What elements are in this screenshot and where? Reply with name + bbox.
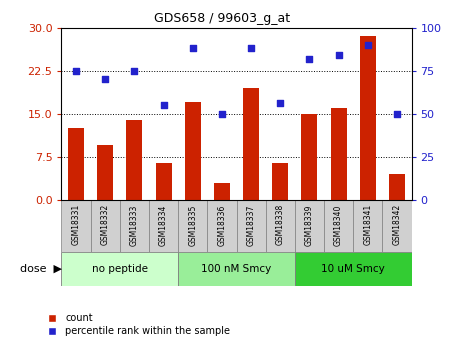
Text: GSM18333: GSM18333 <box>130 204 139 246</box>
Text: GSM18342: GSM18342 <box>393 204 402 246</box>
Point <box>101 77 109 82</box>
Bar <box>149 200 178 252</box>
Bar <box>178 200 207 252</box>
Text: GSM18335: GSM18335 <box>188 204 197 246</box>
Point <box>189 46 197 51</box>
Bar <box>178 252 295 286</box>
Legend: count, percentile rank within the sample: count, percentile rank within the sample <box>38 309 234 340</box>
Bar <box>295 252 412 286</box>
Text: no peptide: no peptide <box>92 264 148 274</box>
Bar <box>324 200 353 252</box>
Bar <box>353 200 382 252</box>
Point <box>276 101 284 106</box>
Text: GSM18338: GSM18338 <box>276 204 285 246</box>
Bar <box>214 183 230 200</box>
Bar <box>185 102 201 200</box>
Bar <box>389 174 405 200</box>
Bar <box>68 128 84 200</box>
Bar <box>126 120 142 200</box>
Title: GDS658 / 99603_g_at: GDS658 / 99603_g_at <box>155 12 290 25</box>
Bar <box>91 200 120 252</box>
Bar <box>243 88 259 200</box>
Text: 100 nM Smcy: 100 nM Smcy <box>201 264 272 274</box>
Point <box>72 68 80 73</box>
Bar <box>301 114 317 200</box>
Text: GSM18331: GSM18331 <box>71 204 80 246</box>
Point <box>393 111 401 117</box>
Text: GSM18332: GSM18332 <box>101 204 110 246</box>
Point <box>335 52 342 58</box>
Bar <box>61 252 178 286</box>
Text: 10 uM Smcy: 10 uM Smcy <box>321 264 385 274</box>
Text: GSM18341: GSM18341 <box>363 204 372 246</box>
Point <box>131 68 138 73</box>
Bar <box>295 200 324 252</box>
Bar <box>236 200 266 252</box>
Bar <box>97 146 113 200</box>
Bar <box>331 108 347 200</box>
Bar <box>382 200 412 252</box>
Point <box>160 102 167 108</box>
Text: GSM18334: GSM18334 <box>159 204 168 246</box>
Bar <box>120 200 149 252</box>
Text: GSM18340: GSM18340 <box>334 204 343 246</box>
Text: GSM18336: GSM18336 <box>218 204 227 246</box>
Bar <box>266 200 295 252</box>
Point <box>306 56 313 61</box>
Bar <box>272 163 288 200</box>
Point <box>218 111 226 117</box>
Point <box>364 42 372 48</box>
Bar <box>360 36 376 200</box>
Bar <box>61 200 91 252</box>
Point <box>247 46 255 51</box>
Text: GSM18337: GSM18337 <box>246 204 255 246</box>
Bar <box>156 163 172 200</box>
Text: dose  ▶: dose ▶ <box>20 264 62 274</box>
Text: GSM18339: GSM18339 <box>305 204 314 246</box>
Bar <box>207 200 236 252</box>
